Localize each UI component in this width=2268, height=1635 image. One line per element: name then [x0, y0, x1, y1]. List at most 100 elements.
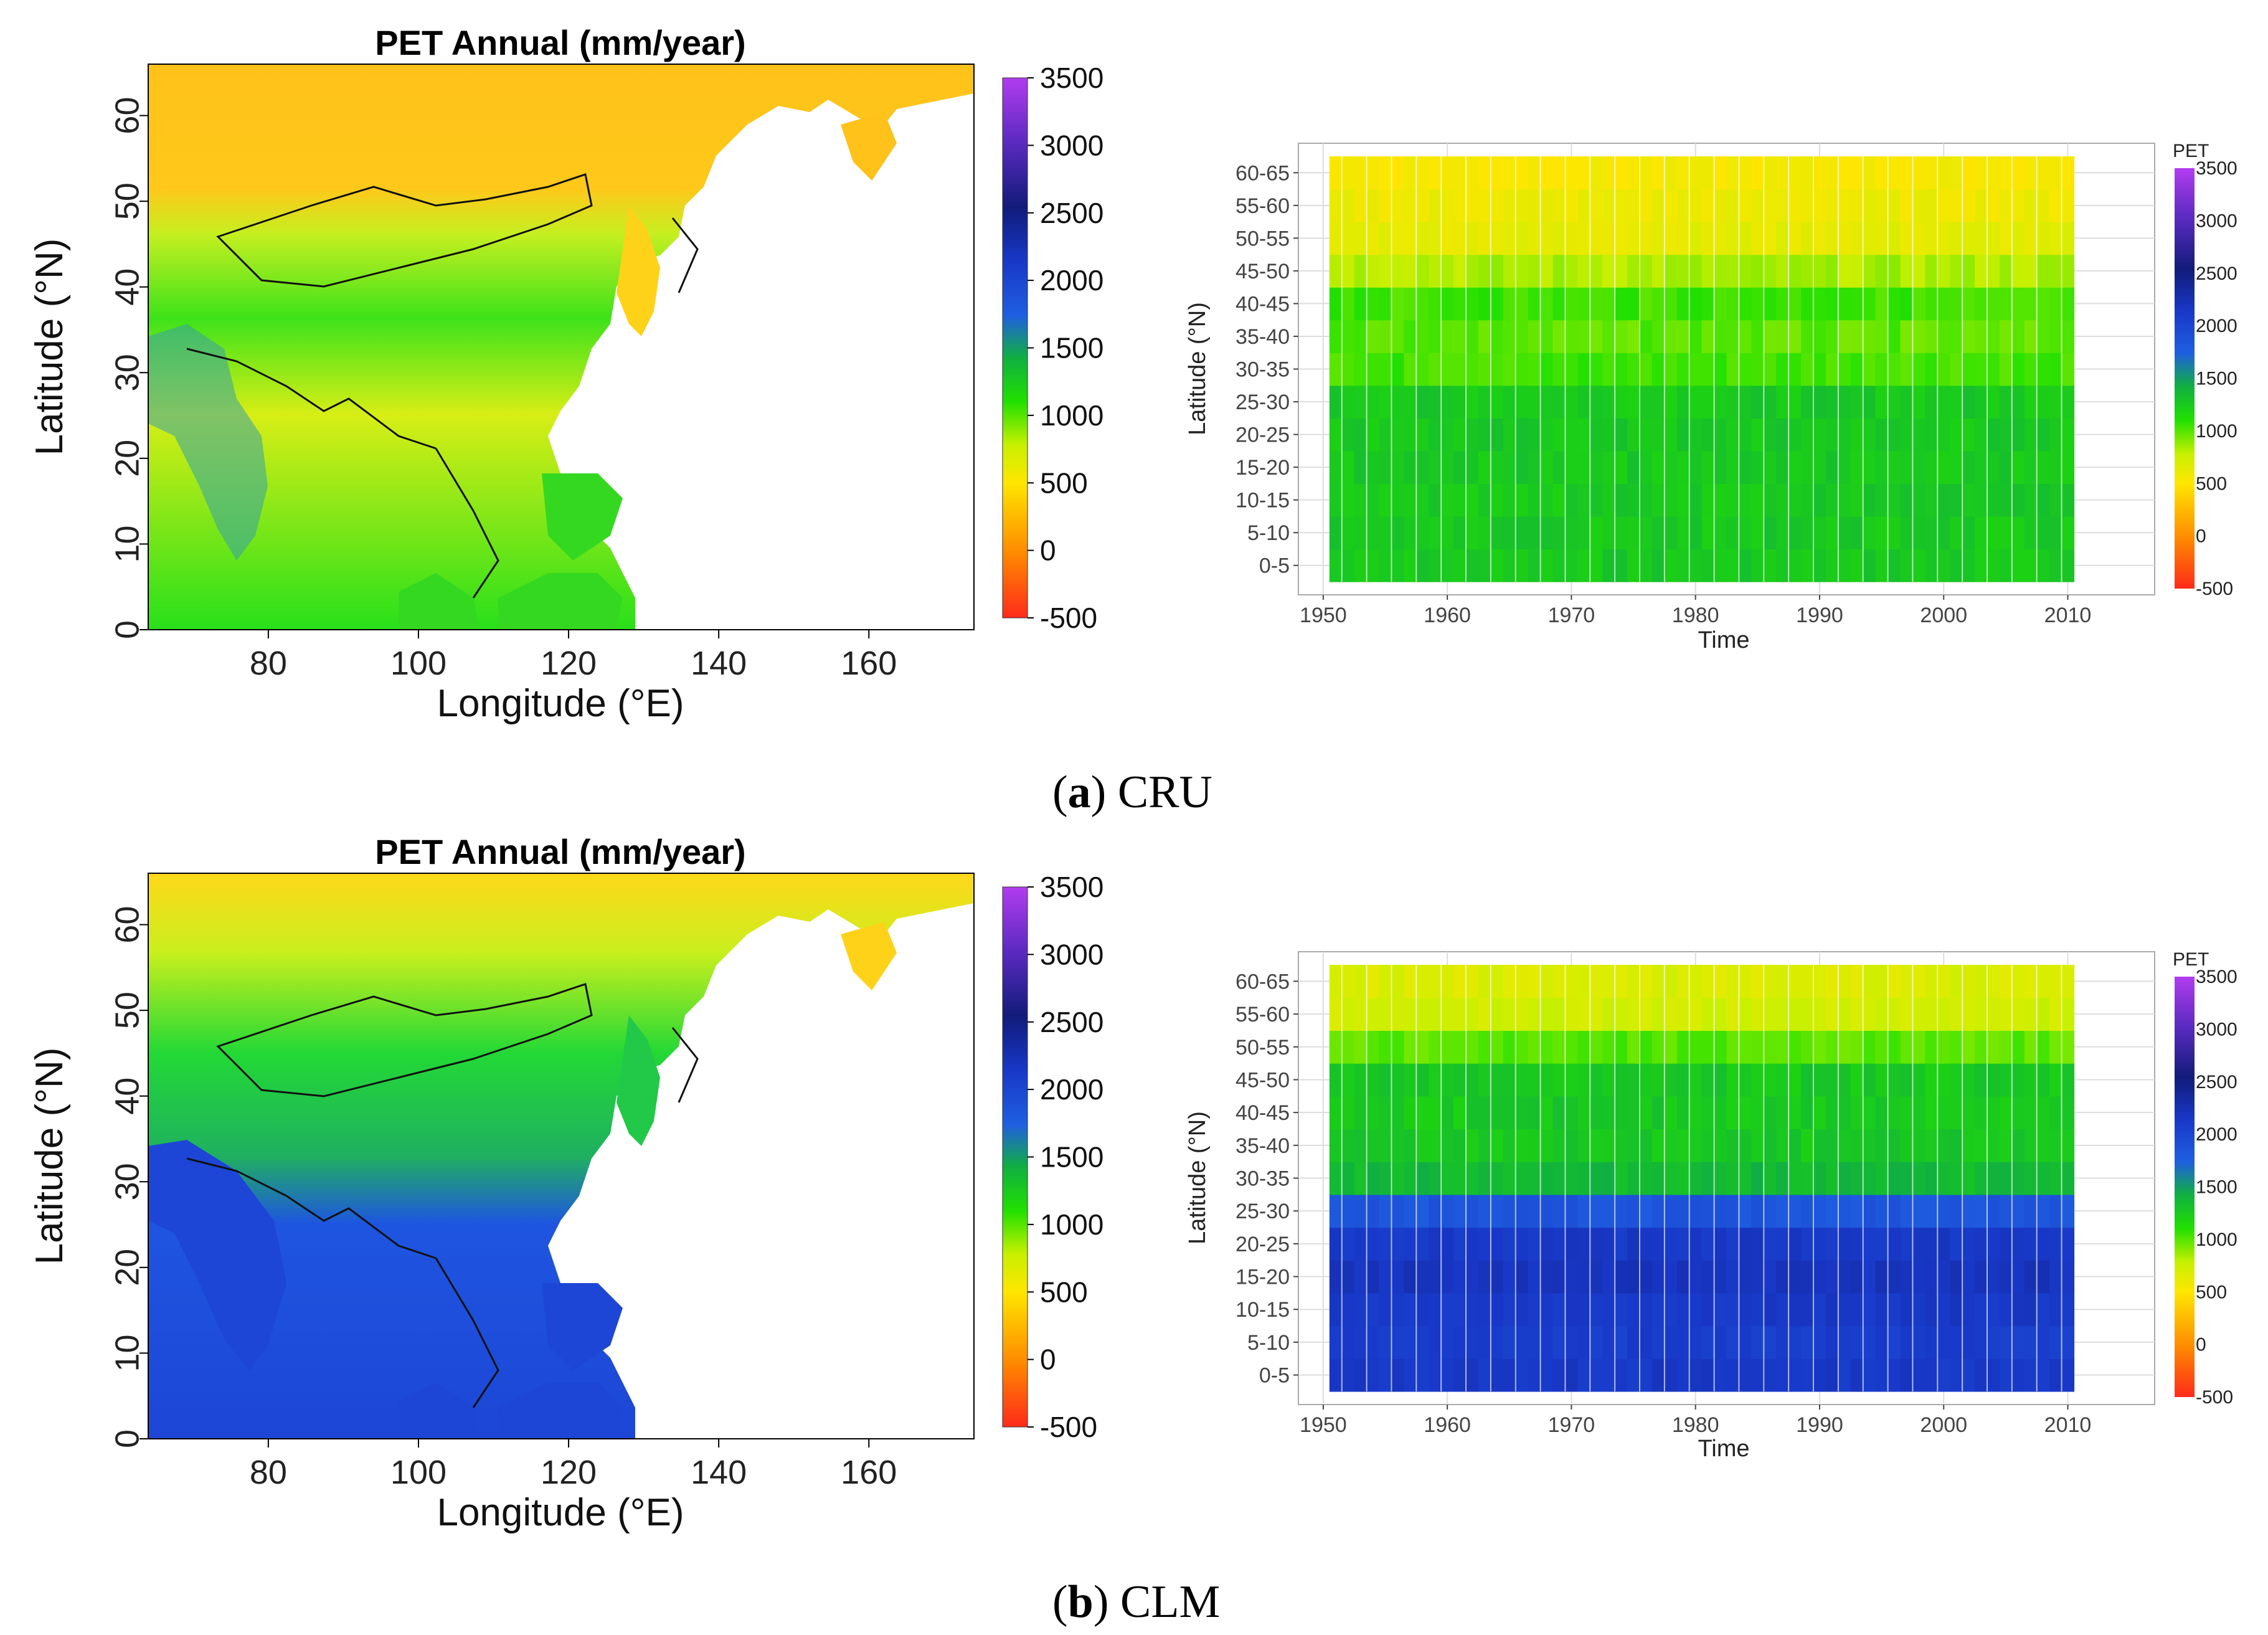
heatmap-cell [1664, 353, 1678, 386]
heatmap-cell [1590, 1358, 1603, 1392]
heatmap-cell [1664, 483, 1678, 517]
heatmap-cell [1888, 1194, 1901, 1228]
heatmap-x-tick-label: 2010 [2044, 604, 2092, 627]
heatmap-cell [1950, 385, 1963, 419]
heatmap-cell [1602, 516, 1615, 550]
heatmap-cell [2061, 1162, 2075, 1195]
heatmap-cell [1801, 1358, 1814, 1392]
heatmap-cell [1850, 1260, 1864, 1294]
heatmap-cell [1515, 287, 1529, 321]
heatmap-cell [1714, 1292, 1727, 1327]
heatmap-cell [1975, 385, 1988, 419]
heatmap-cell [1329, 1063, 1343, 1097]
heatmap-cell [1813, 287, 1826, 321]
heatmap-cell [1329, 997, 1343, 1031]
heatmap-cell [1937, 287, 1950, 321]
heatmap-cell [1739, 254, 1752, 288]
heatmap-cell [1540, 254, 1554, 288]
heatmap-cell [1701, 222, 1715, 255]
heatmap-cell [1764, 483, 1777, 517]
heatmap-cell [1838, 1325, 1851, 1359]
heatmap-cell [1577, 1194, 1590, 1228]
heatmap-cell [1590, 965, 1603, 998]
heatmap-cell [1590, 1096, 1603, 1130]
heatmap-colorbar-tick-label: 0 [2196, 1335, 2206, 1355]
heatmap-cell [2036, 222, 2050, 255]
heatmap-cell [1404, 222, 1417, 255]
heatmap-cell [1478, 222, 1491, 255]
heatmap-cell [1726, 1227, 1740, 1261]
heatmap-cell [2024, 483, 2038, 517]
heatmap-cell [2011, 1162, 2025, 1195]
heatmap-cell [2024, 353, 2038, 386]
heatmap-cell [1776, 1227, 1789, 1261]
heatmap-cell [1466, 1260, 1479, 1294]
heatmap-cell [1987, 222, 2000, 255]
heatmap-cell [1552, 1030, 1566, 1064]
heatmap-cell [1850, 1227, 1864, 1261]
heatmap-cell [1739, 1063, 1752, 1097]
heatmap-cell [1552, 516, 1566, 550]
heatmap-cell [1714, 353, 1727, 386]
heatmap-cell [1776, 418, 1789, 452]
heatmap-cell [1429, 222, 1442, 255]
heatmap-cell [1651, 1063, 1665, 1097]
heatmap-cell [1429, 1194, 1442, 1228]
heatmap-cell [1627, 353, 1640, 386]
heatmap-cell [1962, 483, 1975, 517]
heatmap-cell [1888, 1096, 1901, 1130]
heatmap-cell [1640, 222, 1653, 255]
heatmap-cell [1391, 516, 1404, 550]
heatmap-cell [1900, 516, 1914, 550]
heatmap-cell [1838, 1194, 1851, 1228]
heatmap-cell [1726, 1194, 1740, 1228]
heatmap-cell [1528, 1227, 1541, 1261]
heatmap-cell [2036, 1325, 2050, 1359]
heatmap-cell [2036, 1162, 2050, 1195]
heatmap-cell [1354, 1227, 1368, 1261]
heatmap-cell [1751, 156, 1764, 190]
heatmap-cell [1801, 1292, 1814, 1327]
heatmap-cell [1354, 254, 1368, 288]
heatmap-cell [1503, 1063, 1516, 1097]
heatmap-cell [1962, 1030, 1975, 1064]
heatmap-cell [1813, 1194, 1826, 1228]
heatmap-cell [1726, 353, 1740, 386]
heatmap-cell [1838, 353, 1851, 386]
heatmap-cell [2011, 189, 2025, 222]
heatmap-cell [1813, 222, 1826, 255]
heatmap-cell [1627, 287, 1640, 321]
heatmap-cell [1416, 1096, 1429, 1130]
heatmap-cell [1602, 997, 1615, 1031]
heatmap-cell [1577, 1063, 1590, 1097]
heatmap-cell [1552, 997, 1566, 1031]
heatmap-cell [1453, 483, 1467, 517]
heatmap-cell [1329, 1227, 1343, 1261]
heatmap-cell [1478, 1162, 1491, 1195]
caption-a: (a) CRU [1052, 767, 1212, 818]
heatmap-cell [1366, 1129, 1380, 1162]
heatmap-cell [1602, 1260, 1615, 1294]
heatmap-cell [1912, 156, 1925, 190]
heatmap-cell [1999, 385, 2013, 419]
heatmap-cell [1640, 1325, 1653, 1359]
heatmap-cell [1813, 418, 1826, 452]
heatmap-cell [1329, 1096, 1343, 1130]
heatmap-cell [1466, 385, 1479, 419]
heatmap-cell [1565, 549, 1578, 582]
heatmap-cell [1664, 254, 1678, 288]
heatmap-cell [1341, 1096, 1355, 1130]
heatmap-cell [1602, 1325, 1615, 1359]
heatmap-cell [1640, 1063, 1653, 1097]
heatmap-cell [1429, 1292, 1442, 1327]
heatmap-cell [1329, 1325, 1343, 1359]
heatmap-cell [1379, 1292, 1392, 1327]
heatmap-colorbar-tick-label: 3000 [2196, 1019, 2237, 1040]
heatmap-cell [1825, 254, 1839, 288]
heatmap-cell [1640, 1260, 1653, 1294]
heatmap-cell [1528, 1162, 1541, 1195]
map-colorbar-tick-label: 500 [1040, 467, 1088, 499]
heatmap-cell [1825, 965, 1839, 998]
heatmap-cell [1863, 1260, 1876, 1294]
heatmap-cell [1552, 1162, 1566, 1195]
